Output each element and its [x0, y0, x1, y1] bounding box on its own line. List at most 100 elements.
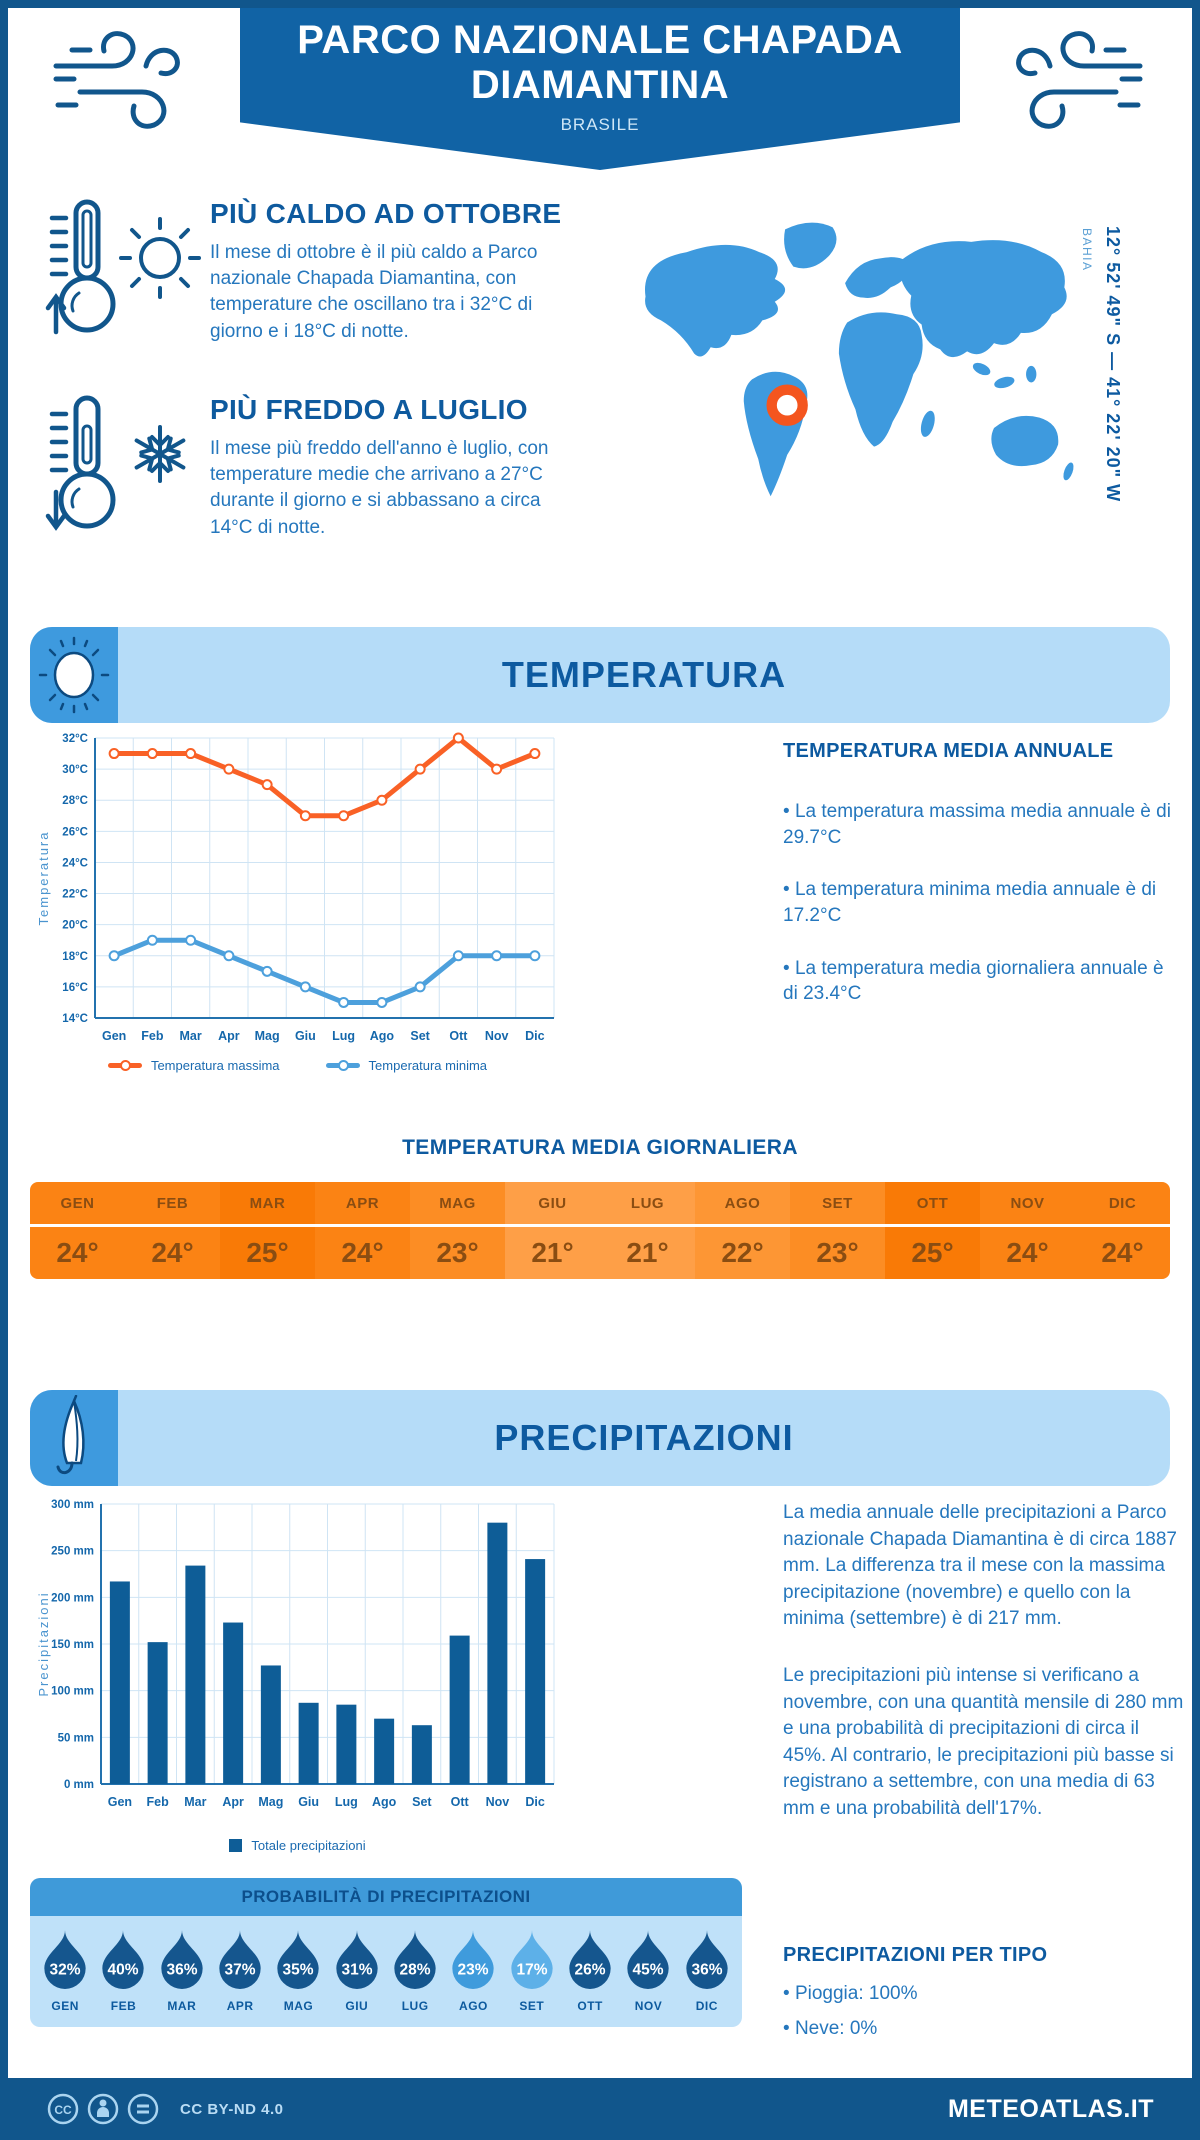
svg-text:Ott: Ott — [449, 1029, 468, 1043]
svg-text:24°C: 24°C — [62, 857, 88, 869]
license-label: CC BY-ND 4.0 — [180, 2100, 284, 2118]
svg-text:Mar: Mar — [180, 1029, 202, 1043]
svg-text:Lug: Lug — [332, 1029, 355, 1043]
legend-label: Temperatura minima — [368, 1058, 488, 1073]
page-subtitle: BRASILE — [560, 114, 640, 134]
temperature-section-banner: TEMPERATURA — [30, 627, 1170, 723]
legend-label: Totale precipitazioni — [251, 1838, 366, 1853]
svg-text:23%: 23% — [458, 1962, 489, 1979]
wind-icon — [1016, 31, 1143, 129]
month-label: SET — [519, 1999, 545, 2013]
raindrop-icon: 40% — [102, 1930, 145, 1989]
svg-text:Apr: Apr — [218, 1029, 240, 1043]
section-title-precipitation: PRECIPITAZIONI — [494, 1417, 794, 1458]
temperature-chart-legend: Temperatura massima Temperatura minima — [35, 1058, 560, 1073]
month-label: MAR — [167, 1999, 197, 2013]
temperature-value: 23° — [816, 1237, 859, 1268]
svg-text:Feb: Feb — [147, 1795, 170, 1809]
svg-text:Mar: Mar — [184, 1795, 206, 1809]
raindrop-icon: 31% — [336, 1930, 378, 1989]
sun-icon — [119, 217, 201, 299]
svg-text:32°C: 32°C — [62, 733, 88, 745]
month-label: DIC — [695, 1999, 718, 2013]
precipitation-chart-legend: Totale precipitazioni — [35, 1838, 560, 1853]
month-label: DIC — [1075, 1182, 1170, 1227]
precipitation-probability-title: PROBABILITÀ DI PRECIPITAZIONI — [30, 1878, 742, 1916]
raindrop-icon: 32% — [44, 1930, 86, 1989]
precipitation-paragraph: La media annuale delle precipitazioni a … — [783, 1502, 1177, 1630]
section-title-temperature: TEMPERATURA — [501, 654, 787, 695]
svg-text:Set: Set — [410, 1029, 430, 1043]
highlight-title: PIÙ FREDDO A LUGLIO — [210, 394, 528, 425]
temperature-line-chart: 14°C 16°C 18°C 20°C 22°C 24°C 26°C 28°C 30°C 32°C… — [36, 732, 555, 1043]
svg-text:17%: 17% — [516, 1962, 547, 1979]
svg-text:20°C: 20°C — [62, 920, 88, 932]
probability-drop-cell: 36% DIC — [678, 1928, 736, 2013]
svg-text:26%: 26% — [575, 1962, 606, 1979]
svg-text:150 mm: 150 mm — [51, 1639, 94, 1651]
svg-text:45%: 45% — [633, 1962, 664, 1979]
temperature-value: 24° — [1101, 1237, 1144, 1268]
svg-text:32%: 32% — [50, 1962, 81, 1979]
svg-text:40%: 40% — [108, 1962, 139, 1979]
svg-text:35%: 35% — [283, 1962, 314, 1979]
precipitation-text-block: La media annuale delle precipitazioni a … — [783, 1500, 1185, 1853]
highlight-hottest: PIÙ CALDO AD OTTOBRE Il mese di ottobre … — [42, 192, 622, 355]
legend-item: Temperatura massima — [107, 1058, 280, 1073]
precipitation-bar-chart: 0 mm 50 mm 100 mm 150 mm 200 mm 250 mm 300 mm G… — [36, 1499, 555, 1809]
month-label: LUG — [600, 1182, 695, 1227]
month-column-mag: MAG 23° — [410, 1182, 505, 1279]
month-label: GEN — [51, 1999, 79, 2013]
svg-text:Apr: Apr — [222, 1795, 244, 1809]
month-label: MAR — [220, 1182, 315, 1227]
temperature-value: 25° — [246, 1237, 289, 1268]
svg-text:250 mm: 250 mm — [51, 1546, 94, 1558]
svg-text:Set: Set — [412, 1795, 432, 1809]
legend-label: Temperatura massima — [150, 1058, 280, 1073]
svg-text:37%: 37% — [225, 1962, 256, 1979]
precipitation-probability-drops: 32% GEN 40% FEB 36% MAR 37% APR 35% MAG 31% GIU 28% L… — [30, 1916, 742, 2027]
svg-text:Gen: Gen — [108, 1795, 132, 1809]
month-label: NOV — [980, 1182, 1075, 1227]
month-column-ago: AGO 22° — [695, 1182, 790, 1279]
svg-text:36%: 36% — [691, 1962, 722, 1979]
footer: CC CC BY-ND 4.0 METEOATLAS.IT — [0, 2078, 1200, 2140]
legend-item: Temperatura minima — [325, 1058, 488, 1073]
temperature-value: 24° — [341, 1237, 384, 1268]
bullet-item: Neve: 0% — [783, 2016, 1183, 2042]
site-label: METEOATLAS.IT — [947, 2094, 1154, 2123]
map-coordinates: 12° 52' 49" S — 41° 22' 20" W — [1103, 226, 1123, 503]
highlight-coldest: PIÙ FREDDO A LUGLIO Il mese più freddo d… — [42, 388, 622, 551]
header-banner: PARCO NAZIONALE CHAPADA DIAMANTINA BRASI… — [240, 0, 960, 170]
highlight-text: Il mese di ottobre è il più caldo a Parc… — [210, 242, 538, 342]
temperature-value: 21° — [531, 1237, 574, 1268]
month-label: LUG — [401, 1999, 429, 2013]
legend-square-marker — [229, 1839, 243, 1852]
svg-text:Lug: Lug — [335, 1795, 358, 1809]
temperature-value: 23° — [436, 1237, 479, 1268]
bullet-item: La temperatura massima media annuale è d… — [783, 799, 1181, 850]
legend-line-marker — [325, 1060, 360, 1071]
svg-text:18°C: 18°C — [62, 951, 88, 963]
probability-drop-cell: 40% FEB — [94, 1928, 152, 2013]
raindrop-icon: 17% — [511, 1930, 553, 1989]
daily-temperature-table: GEN 24° FEB 24° MAR 25° APR 24° MAG 23° GIU 21° LUG 2… — [30, 1182, 1170, 1279]
probability-drop-cell: 23% AGO — [444, 1928, 502, 2013]
month-label: GEN — [30, 1182, 125, 1227]
precipitation-by-type-title: PRECIPITAZIONI PER TIPO — [783, 1944, 1048, 1966]
svg-text:Gen: Gen — [102, 1029, 126, 1043]
annual-temperature-block: TEMPERATURA MEDIA ANNUALE La temperatura… — [783, 740, 1181, 1034]
map-block: 12° 52' 49" S — 41° 22' 20" W BAHIA — [630, 188, 1175, 533]
raindrop-icon: 26% — [569, 1930, 611, 1989]
month-column-lug: LUG 21° — [600, 1182, 695, 1279]
raindrop-icon: 23% — [452, 1930, 495, 1989]
month-label: GIU — [345, 1999, 369, 2013]
temperature-value: 21° — [626, 1237, 669, 1268]
probability-drop-cell: 37% APR — [211, 1928, 269, 2013]
svg-text:22°C: 22°C — [62, 889, 88, 901]
precipitation-by-type-list: Pioggia: 100% Neve: 0% — [783, 1981, 1183, 2041]
bullet-item: La temperatura media giornaliera annuale… — [783, 956, 1181, 1007]
world-map — [644, 222, 1074, 497]
svg-text:300 mm: 300 mm — [51, 1499, 94, 1511]
